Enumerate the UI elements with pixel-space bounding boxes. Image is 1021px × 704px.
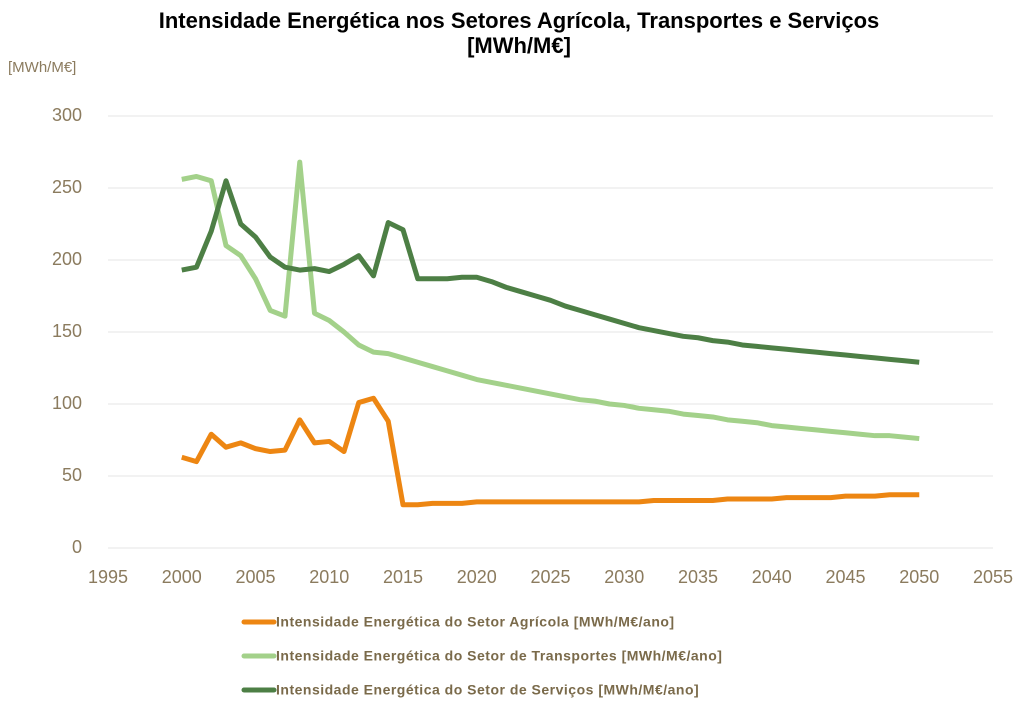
y-tick-label: 50 [62,465,82,485]
x-tick-label: 2015 [383,567,423,587]
x-tick-label: 2020 [457,567,497,587]
series-line [181,159,920,442]
x-tick-label: 1995 [88,567,128,587]
x-tick-label: 2050 [899,567,939,587]
x-tick-label: 2025 [530,567,570,587]
series-line [181,395,920,508]
x-tick-label: 2045 [825,567,865,587]
x-tick-label: 2010 [309,567,349,587]
x-tick-label: 2000 [162,567,202,587]
x-tick-label: 2035 [678,567,718,587]
legend-label: Intensidade Energética do Setor Agrícola… [276,614,675,630]
x-tick-label: 2030 [604,567,644,587]
y-tick-label: 100 [52,393,82,413]
y-tick-label: 250 [52,177,82,197]
x-tick-label: 2055 [973,567,1013,587]
y-tick-label: 200 [52,249,82,269]
series-line [181,178,920,365]
y-axis-label: [MWh/M€] [8,59,76,76]
x-tick-label: 2040 [752,567,792,587]
y-tick-label: 0 [72,537,82,557]
legend-label: Intensidade Energética do Setor de Trans… [276,648,722,664]
x-tick-label: 2005 [235,567,275,587]
y-tick-label: 300 [52,105,82,125]
legend-label: Intensidade Energética do Setor de Servi… [276,682,699,698]
chart-title: Intensidade Energética nos Setores Agríc… [158,8,880,58]
y-tick-label: 150 [52,321,82,341]
